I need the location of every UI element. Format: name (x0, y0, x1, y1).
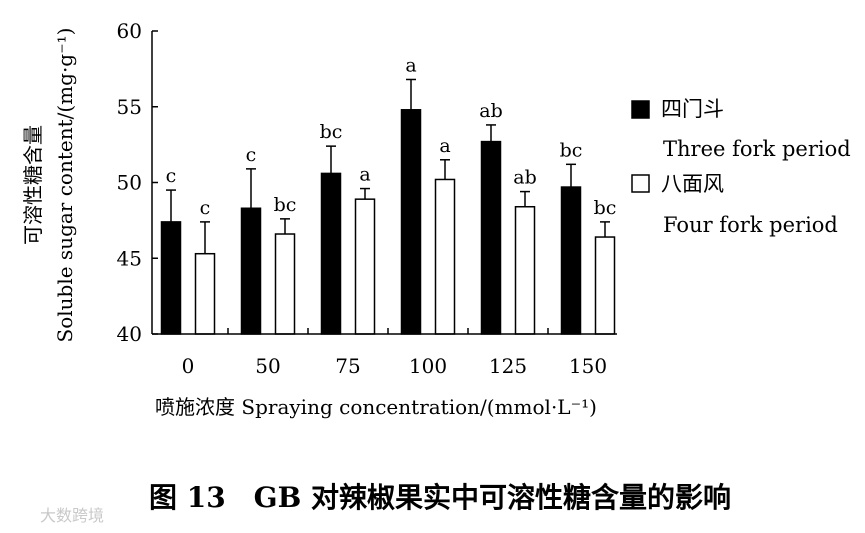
x-axis-title: 喷施浓度 Spraying concentration/(mmol·L⁻¹) (155, 395, 597, 419)
significance-label: bc (320, 121, 343, 143)
y-axis-title-en: Soluble sugar content/(mg·g⁻¹) (53, 28, 77, 343)
legend-label: 八面风 (661, 172, 724, 196)
legend-label-en: Three fork period (663, 137, 851, 161)
x-tick-label: 75 (335, 354, 360, 378)
significance-label: ab (479, 100, 503, 122)
y-axis-title: 可溶性糖含量 (21, 125, 45, 245)
x-tick-label: 0 (182, 354, 195, 378)
x-tick-label: 100 (409, 354, 447, 378)
bar-series-2 (274, 233, 296, 335)
bar-series-1 (320, 172, 342, 335)
bar-series-2 (354, 198, 376, 335)
bar-series-1 (560, 186, 582, 335)
x-tick-label: 125 (489, 354, 527, 378)
legend-swatch (631, 174, 650, 193)
x-tick-label: 150 (569, 354, 607, 378)
significance-label: ab (513, 167, 537, 189)
significance-label: bc (274, 194, 297, 216)
chart-text: 可溶性糖含量 Soluble sugar content/(mg·g⁻¹) 喷施… (21, 28, 731, 525)
significance-label: c (200, 197, 211, 219)
x-tick-label: 50 (255, 354, 280, 378)
y-tick-label: 40 (117, 322, 142, 346)
significance-label: bc (560, 139, 583, 161)
significance-label: c (246, 144, 257, 166)
bar-series-2 (194, 252, 216, 335)
significance-label: bc (594, 197, 617, 219)
y-tick-label: 60 (117, 19, 142, 43)
watermark: 大数跨境 (40, 506, 104, 525)
legend-label-en: Four fork period (663, 213, 838, 237)
figure-caption: 图 13 GB 对辣椒果实中可溶性糖含量的影响 (149, 481, 731, 514)
bar-series-2 (594, 236, 616, 335)
bar-series-2 (514, 205, 536, 335)
legend-label: 四门斗 (661, 97, 724, 121)
significance-label: a (359, 164, 370, 186)
y-tick-label: 45 (117, 246, 142, 270)
y-tick-label: 50 (117, 171, 142, 195)
y-tick-label: 55 (117, 95, 142, 119)
bar-series-1 (160, 221, 182, 335)
bar-series-2 (434, 178, 456, 335)
significance-label: c (166, 165, 177, 187)
axes: 40 45 50 55 60 0 50 75 100 125 150 (117, 19, 617, 378)
bar-series-1 (480, 140, 502, 335)
legend: 四门斗 Three fork period 八面风 Four fork period (631, 97, 851, 237)
bar-series-1 (400, 109, 422, 335)
bar-series-1 (240, 207, 262, 335)
significance-label: a (405, 54, 416, 76)
significance-label: a (439, 135, 450, 157)
legend-swatch (631, 100, 650, 119)
